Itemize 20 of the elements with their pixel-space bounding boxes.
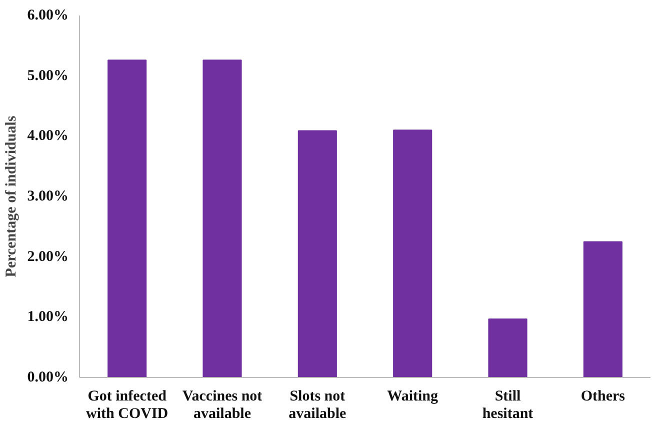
bar [108, 60, 147, 378]
bar [583, 241, 622, 378]
y-tick-label: 4.00% [27, 128, 68, 144]
x-tick-label: Others [580, 388, 626, 404]
y-tick-label: 5.00% [27, 68, 68, 84]
x-tick-label: Got infected with COVID [86, 388, 168, 422]
y-tick-label: 1.00% [27, 309, 68, 326]
y-tick-label: 0.00% [27, 370, 68, 386]
y-axis-title: Percentage of individuals [3, 116, 20, 278]
y-tick-label: 3.00% [27, 188, 68, 204]
x-tick-label: Vaccines not available [182, 388, 262, 422]
bar [488, 318, 528, 378]
x-tick-label: Still hesitant [482, 388, 534, 422]
y-tick-label: 2.00% [27, 248, 68, 265]
bar [202, 60, 242, 378]
bar [393, 130, 432, 378]
x-tick-label: Slots not available [288, 388, 347, 422]
x-tick-label: Waiting [387, 388, 439, 404]
bar [298, 130, 337, 378]
y-tick-label: 6.00% [27, 8, 68, 24]
